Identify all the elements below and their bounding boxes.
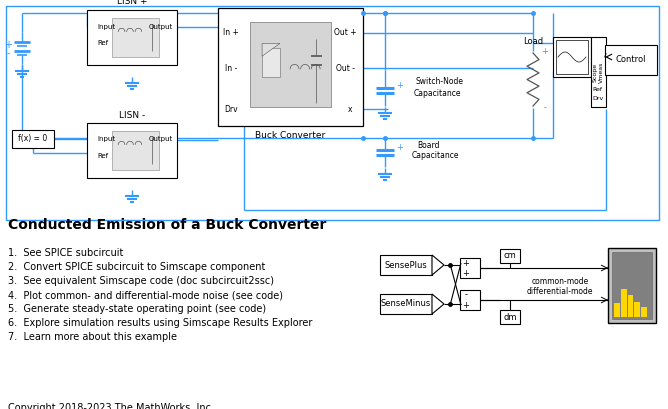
Text: +: + — [397, 81, 403, 90]
Text: Load: Load — [523, 36, 543, 45]
Text: Output: Output — [149, 137, 173, 142]
Text: 6.  Explore simulation results using Simscape Results Explorer: 6. Explore simulation results using Sims… — [8, 318, 313, 328]
Text: 1.  See SPICE subcircuit: 1. See SPICE subcircuit — [8, 248, 124, 258]
Bar — [112, 18, 159, 57]
Text: Ref: Ref — [98, 40, 109, 46]
Text: Conducted Emission of a Buck Converter: Conducted Emission of a Buck Converter — [8, 218, 327, 232]
Text: common-mode: common-mode — [531, 277, 589, 286]
Text: 7.  Learn more about this example: 7. Learn more about this example — [8, 332, 177, 342]
Text: Ref: Ref — [98, 153, 109, 159]
Text: Capacitance: Capacitance — [413, 90, 461, 99]
Polygon shape — [262, 43, 280, 56]
Text: Buck Converter: Buck Converter — [255, 132, 325, 141]
Text: Drv: Drv — [224, 105, 238, 114]
Bar — [556, 40, 588, 74]
Text: +: + — [462, 268, 470, 277]
Bar — [460, 290, 480, 310]
Bar — [380, 255, 432, 275]
Text: 3.  See equivalent Simscape code (doc subcircuit2ssc): 3. See equivalent Simscape code (doc sub… — [8, 276, 274, 286]
Text: 5.  Generate steady-state operating point (see code): 5. Generate steady-state operating point… — [8, 304, 266, 314]
Text: Switch-Node: Switch-Node — [416, 77, 464, 86]
Text: Out +: Out + — [334, 28, 357, 37]
Text: +: + — [462, 258, 470, 267]
Text: +: + — [4, 40, 12, 50]
Text: +: + — [462, 301, 470, 310]
Bar — [591, 37, 606, 107]
Text: Board: Board — [417, 141, 440, 150]
Text: SensePlus: SensePlus — [385, 261, 428, 270]
Text: 2.  Convert SPICE subcircuit to Simscape component: 2. Convert SPICE subcircuit to Simscape … — [8, 262, 265, 272]
Text: cm: cm — [504, 252, 516, 261]
Text: In -: In - — [225, 64, 237, 73]
Text: -: - — [544, 103, 546, 112]
Text: Output: Output — [149, 23, 173, 29]
Text: dm: dm — [503, 312, 517, 321]
Bar — [500, 249, 520, 263]
Text: Out -: Out - — [336, 64, 355, 73]
Bar — [112, 131, 159, 170]
Text: Capacitance: Capacitance — [411, 151, 459, 160]
Bar — [628, 295, 633, 317]
Text: LISN +: LISN + — [117, 0, 147, 7]
Text: Control: Control — [616, 56, 646, 65]
Bar — [12, 130, 54, 148]
Text: In +: In + — [223, 28, 239, 37]
Text: 4.  Plot common- and differential-mode noise (see code): 4. Plot common- and differential-mode no… — [8, 290, 283, 300]
Polygon shape — [432, 294, 444, 314]
Text: SenseMinus: SenseMinus — [381, 299, 431, 308]
Bar — [250, 22, 331, 107]
Text: Input: Input — [98, 23, 116, 29]
Text: +: + — [542, 47, 548, 56]
Polygon shape — [432, 255, 444, 275]
Bar — [614, 303, 620, 317]
Bar — [553, 37, 591, 77]
Bar — [218, 8, 363, 126]
Bar — [621, 289, 627, 317]
Bar — [500, 310, 520, 324]
Text: +: + — [397, 142, 403, 151]
Bar — [460, 258, 480, 278]
Bar — [262, 47, 280, 77]
Text: Drv: Drv — [592, 96, 603, 101]
Text: LISN -: LISN - — [119, 110, 145, 119]
Text: Input: Input — [98, 137, 116, 142]
Bar — [87, 10, 177, 65]
Text: Copyright 2018-2023 The MathWorks, Inc.: Copyright 2018-2023 The MathWorks, Inc. — [8, 403, 214, 409]
Bar — [608, 248, 656, 323]
Text: -: - — [6, 48, 10, 58]
Text: differential-mode: differential-mode — [527, 288, 593, 297]
Text: f(x) = 0: f(x) = 0 — [19, 135, 47, 144]
Bar — [605, 45, 657, 75]
Text: Scope
Vmeas: Scope Vmeas — [593, 61, 604, 83]
Text: x: x — [348, 105, 352, 114]
Text: Ref: Ref — [592, 87, 602, 92]
Bar — [380, 294, 432, 314]
Text: -: - — [464, 290, 468, 299]
Bar — [612, 252, 652, 319]
Bar — [87, 123, 177, 178]
Bar — [635, 302, 640, 317]
Bar — [641, 307, 647, 317]
